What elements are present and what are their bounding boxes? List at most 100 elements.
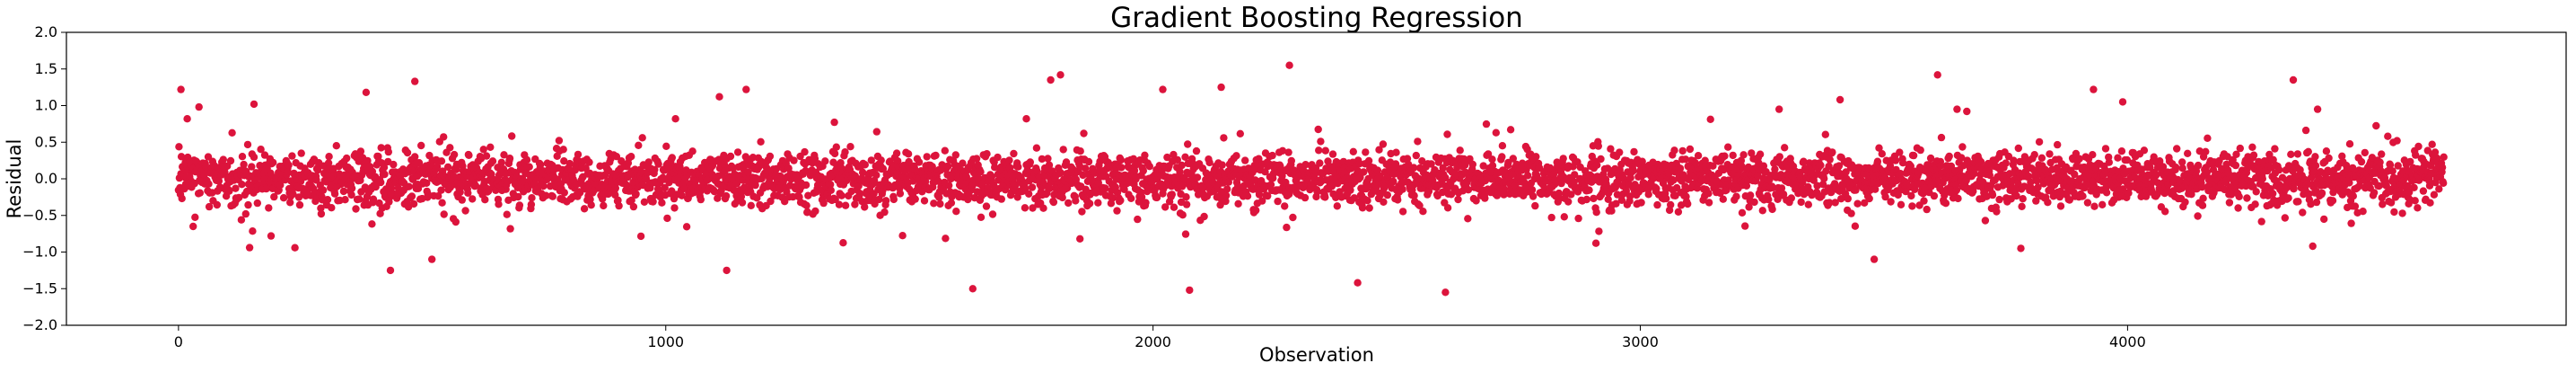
data-point [1350,194,1359,202]
data-point [1360,168,1368,176]
data-point [503,210,511,218]
data-point [1590,194,1598,203]
data-point [804,191,812,199]
data-point [1720,165,1728,174]
data-point [1044,155,1052,163]
data-point [2227,190,2236,199]
data-point [1653,200,1661,209]
data-point [2349,192,2357,200]
data-point [1178,161,1186,170]
data-point [1354,166,1362,175]
data-point [1970,170,1978,178]
data-point [362,88,371,97]
data-point [1592,208,1600,217]
data-point [951,151,960,159]
data-point [977,213,986,221]
data-point [1681,155,1690,164]
data-point [1625,192,1634,200]
data-point [241,209,250,218]
data-point [2236,144,2244,153]
data-point [2299,208,2307,217]
data-point [586,195,594,204]
x-tick-label: 3000 [1622,333,1659,350]
data-point [2313,105,2322,113]
data-point [747,201,755,209]
data-point [1704,199,1713,207]
data-point [1887,198,1895,206]
data-point [500,151,508,159]
data-point [1059,146,1067,154]
data-point [1870,255,1879,263]
data-point [1594,142,1603,150]
data-point [1897,200,1906,208]
data-point [1701,156,1709,164]
data-point [717,186,725,195]
data-point [469,195,477,203]
data-point [2386,161,2395,169]
data-point [1301,193,1310,202]
data-point [2301,126,2310,135]
data-point [2345,140,2354,148]
data-point [2388,167,2396,175]
data-point [1559,155,1567,163]
data-point [221,168,229,176]
data-point [2384,132,2392,140]
data-point [1591,239,1600,247]
data-point [802,181,810,190]
y-axis-ticks: −2.0−1.5−1.0−0.50.00.51.01.52.0 [22,23,66,333]
data-point [832,143,840,151]
data-point [861,203,869,211]
data-point [257,146,265,154]
data-point [2312,198,2321,207]
data-point [1958,154,1966,162]
data-point [802,201,810,209]
data-point [238,181,246,189]
data-point [1049,198,1058,207]
data-point [1178,211,1187,219]
data-point [1127,194,1135,202]
data-point [1301,161,1310,169]
data-point [1800,157,1808,165]
data-point [997,195,1006,203]
data-point [983,150,991,158]
data-point [265,204,273,212]
data-point [368,220,376,228]
data-point [1332,193,1340,201]
data-point [2033,177,2041,185]
data-point [1373,166,1382,174]
data-point [2271,145,2279,153]
data-point [1443,130,1451,138]
data-point [1920,197,1928,205]
data-point [723,266,731,275]
data-point [1630,147,1638,156]
data-point [875,195,883,204]
data-point [381,170,389,179]
data-point [196,189,204,197]
data-point [1441,173,1450,182]
data-point [2152,171,2160,179]
data-point [1954,194,1962,203]
data-point [1321,146,1330,155]
data-point [497,158,505,166]
data-point [622,181,630,189]
data-point [827,186,835,194]
data-point [260,151,269,159]
data-point [1317,137,1325,146]
data-point [1608,207,1616,215]
data-point [702,169,710,177]
data-point [1547,213,1555,222]
data-point [1236,129,1245,137]
data-point [1261,168,1269,176]
data-point [522,155,531,164]
data-point [2345,179,2353,187]
data-point [1268,151,1276,160]
data-point [2199,194,2207,202]
data-point [1173,155,1182,164]
chart-title: Gradient Boosting Regression [1110,2,1523,34]
data-point [465,151,473,159]
data-point [1835,162,1844,170]
data-point [811,207,819,216]
data-point [352,205,360,213]
data-point [2414,204,2422,212]
data-point [1161,203,1170,211]
